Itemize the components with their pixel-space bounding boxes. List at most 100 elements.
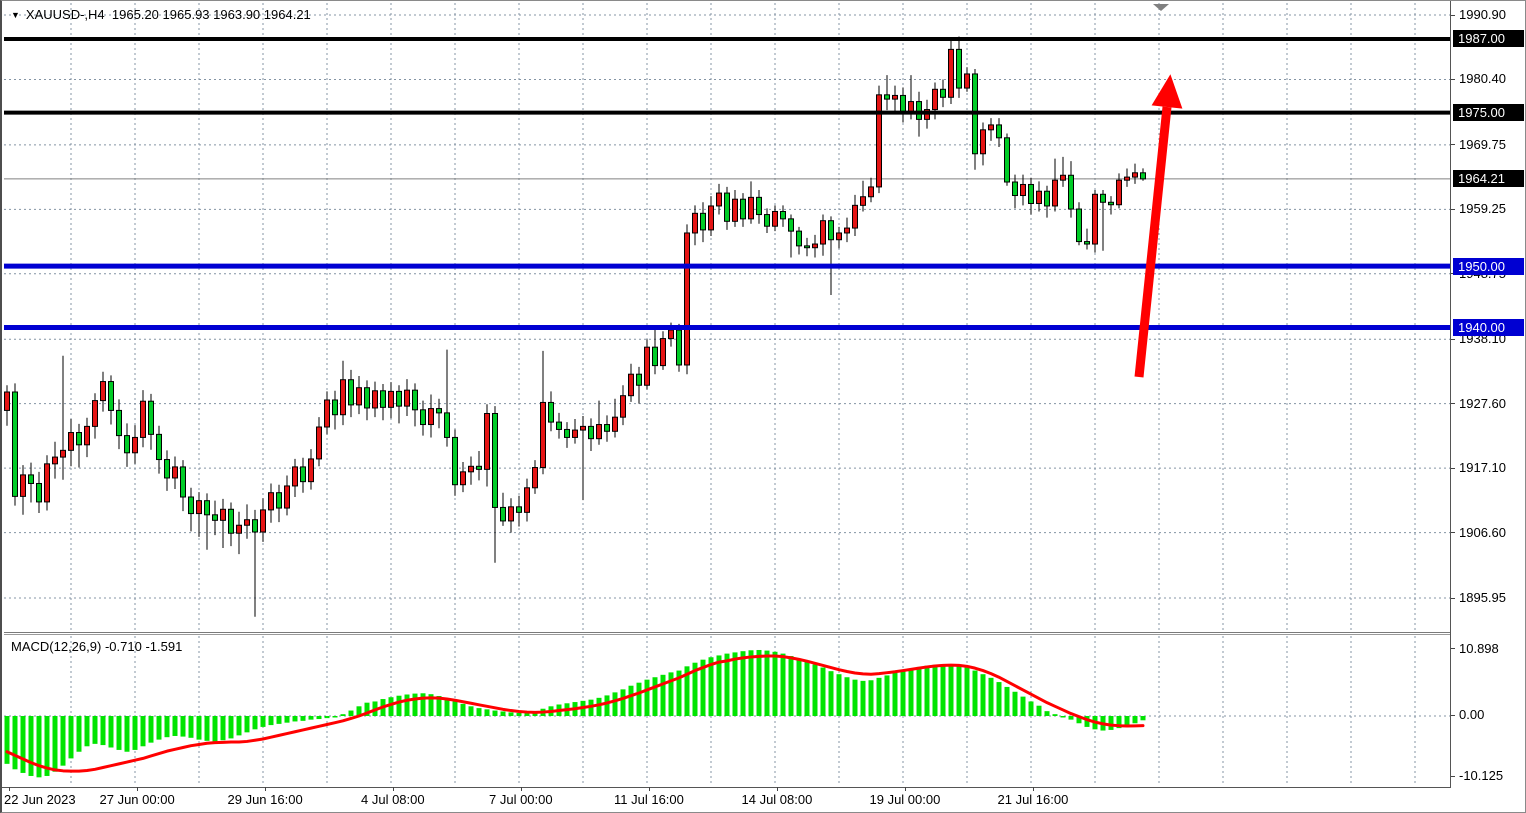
macd-histogram-bar (812, 664, 818, 716)
bear-candle-body (412, 389, 418, 411)
time-axis-label: 19 Jul 00:00 (869, 792, 941, 807)
macd-histogram-bar (388, 697, 394, 716)
macd-histogram-bar (524, 712, 530, 716)
bull-candle-body (340, 379, 346, 416)
low-value: 1963.90 (213, 7, 261, 22)
bull-candle-body (532, 467, 538, 489)
bull-candle-body (892, 94, 898, 100)
bear-candle-body (252, 519, 258, 533)
price-axis-tick (1451, 78, 1455, 80)
macd-histogram-bar (92, 716, 98, 744)
bear-candle-body (276, 492, 282, 509)
macd-indicator-pane[interactable]: MACD(12,26,9) -0.710 -1.591 (4, 634, 1450, 788)
bear-candle-body (436, 408, 442, 414)
bull-candle-body (860, 196, 866, 206)
macd-histogram-bar (900, 670, 906, 716)
macd-histogram-bar (876, 677, 882, 716)
macd-histogram-bar (228, 716, 234, 739)
macd-histogram-bar (220, 716, 226, 741)
bull-candle-body (388, 390, 394, 408)
macd-histogram-bar (1076, 716, 1082, 724)
trend-arrow[interactable] (1134, 74, 1183, 378)
macd-histogram-bar (36, 716, 42, 778)
symbol-dropdown-icon[interactable]: ▼ (11, 10, 20, 20)
macd-histogram-bar (860, 680, 866, 716)
time-axis-tick (1033, 787, 1034, 791)
bull-candle-body (748, 196, 754, 220)
bull-candle-body (988, 124, 994, 131)
bear-candle-body (884, 94, 890, 100)
macd-histogram-bar (684, 666, 690, 716)
bull-candle-body (772, 210, 778, 227)
indicator-axis-label: 10.898 (1459, 640, 1499, 656)
bull-candle-body (844, 227, 850, 234)
bull-candle-body (140, 400, 146, 438)
price-axis-label: 1990.90 (1459, 7, 1506, 22)
bear-candle-body (1068, 174, 1074, 210)
bear-candle-body (1044, 190, 1050, 207)
level-price-badge: 1950.00 (1453, 257, 1524, 275)
macd-histogram-bar (452, 701, 458, 716)
bear-candle-body (12, 391, 18, 497)
bull-candle-body (508, 506, 514, 522)
bear-candle-body (900, 94, 906, 113)
time-axis[interactable]: 22 Jun 2023 27 Jun 00:00 29 Jun 16:00 4 Jul… (2, 787, 1525, 812)
bear-candle-body (364, 387, 370, 409)
bear-candle-body (828, 220, 834, 241)
price-axis[interactable]: 1990.901980.401969.751959.251948.751938.… (1450, 1, 1525, 787)
bear-candle-body (116, 409, 122, 437)
macd-histogram-bar (260, 716, 266, 727)
macd-histogram-bar (924, 665, 930, 716)
macd-histogram-bar (196, 716, 202, 740)
bull-candle-body (44, 463, 50, 503)
macd-histogram-bar (836, 674, 842, 716)
macd-histogram-bar (12, 716, 18, 770)
price-axis-label: 1927.60 (1459, 395, 1506, 411)
price-axis-label: 1917.10 (1459, 460, 1506, 476)
chart-shift-marker-icon[interactable] (1153, 4, 1169, 11)
indicator-axis-tick (1451, 648, 1455, 650)
bull-candle-body (324, 399, 330, 428)
price-axis-label: 1895.95 (1459, 590, 1506, 605)
bull-candle-body (572, 429, 578, 438)
macd-histogram-bar (396, 695, 402, 716)
macd-histogram-bar (300, 716, 306, 721)
macd-histogram-bar (620, 689, 626, 716)
bull-candle-body (1036, 190, 1042, 205)
bull-candle-body (524, 487, 530, 513)
bull-candle-body (428, 408, 434, 426)
price-axis-tick (1451, 597, 1455, 599)
macd-histogram-bar (1004, 686, 1010, 716)
macd-histogram-bar (316, 716, 322, 720)
macd-histogram-bar (1108, 716, 1114, 730)
macd-histogram-bar (44, 716, 50, 776)
price-axis-tick (1451, 144, 1455, 146)
macd-histogram-bar (268, 716, 274, 726)
macd-histogram-bar (764, 650, 770, 716)
bear-candle-body (476, 465, 482, 470)
time-axis-label: 11 Jul 16:00 (614, 792, 684, 807)
bull-candle-body (716, 192, 722, 207)
main-chart-pane[interactable]: ▼ XAUUSD-,H4 1965.20 1965.93 1963.90 1964… (4, 2, 1450, 633)
macd-histogram-bar (740, 651, 746, 716)
bear-candle-body (516, 506, 522, 513)
time-axis-tick (905, 787, 906, 791)
close-value: 1964.21 (263, 7, 311, 22)
macd-histogram-bar (628, 685, 634, 716)
macd-histogram-bar (852, 679, 858, 716)
macd-histogram-bar (700, 659, 706, 716)
bull-candle-body (220, 508, 226, 521)
macd-histogram-bar (1044, 711, 1050, 716)
bear-candle-body (300, 466, 306, 483)
bear-candle-body (996, 124, 1002, 139)
bull-candle-body (692, 212, 698, 234)
price-axis-tick (1451, 403, 1455, 405)
price-axis-label: 1906.60 (1459, 524, 1506, 540)
bear-candle-body (380, 390, 386, 408)
bull-candle-body (172, 466, 178, 479)
macd-histogram-bar (436, 696, 442, 716)
price-axis-label: 1959.25 (1459, 201, 1506, 217)
macd-histogram-bar (348, 710, 354, 716)
macd-histogram-bar (276, 716, 282, 724)
